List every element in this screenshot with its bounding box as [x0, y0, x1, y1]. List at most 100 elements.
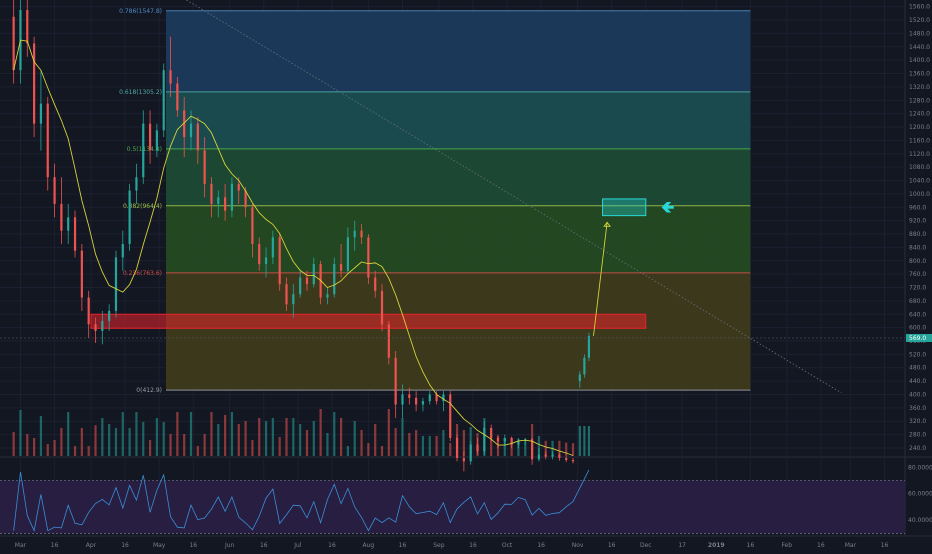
candle-body: [421, 401, 425, 405]
candle-body: [162, 70, 165, 131]
volume-bar: [19, 410, 22, 456]
last-price-label: 569.0: [909, 335, 926, 342]
price-tick-label: 400.0: [909, 391, 926, 398]
volume-bar: [587, 426, 591, 456]
volume-bar: [53, 440, 56, 456]
price-tick-label: 720.0: [909, 285, 926, 292]
candle-body: [387, 324, 390, 358]
candle-body: [401, 394, 404, 405]
candle-body: [271, 237, 274, 258]
candle-body: [578, 374, 581, 382]
candle-body: [189, 123, 193, 138]
volume-bar: [292, 418, 295, 456]
candle-body: [285, 284, 288, 305]
fib-band: [165, 10, 751, 92]
volume-bar: [490, 433, 493, 456]
candle-body: [108, 310, 111, 321]
time-tick-label: Apr: [86, 542, 97, 549]
volume-bar: [380, 446, 384, 456]
volume-bar: [312, 421, 315, 456]
candle-body: [46, 103, 49, 178]
price-tick-label: 1040.0: [909, 178, 930, 185]
candle-body: [476, 444, 479, 452]
candle-body: [39, 103, 43, 124]
time-tick-label: 16: [189, 542, 197, 549]
candle-body: [148, 123, 152, 151]
price-tick-label: 1440.0: [909, 44, 930, 51]
candle-body: [558, 454, 561, 459]
candle-body: [571, 460, 575, 462]
volume-bar: [183, 434, 186, 456]
candle-body: [33, 43, 36, 124]
volume-bar: [537, 436, 541, 456]
time-tick-label: 16: [260, 542, 268, 549]
price-tick-label: 1280.0: [909, 97, 930, 104]
candle-body: [155, 130, 158, 151]
volume-bar: [583, 426, 586, 456]
time-tick-label: Oct: [502, 542, 513, 549]
volume-bar: [428, 436, 431, 456]
candle-body: [442, 394, 445, 402]
fib-level-label: 0.236(763.6): [123, 270, 162, 277]
price-tick-label: 1560.0: [909, 4, 930, 11]
fib-band: [165, 272, 751, 391]
volume-bar: [264, 421, 268, 456]
volume-bar: [46, 444, 49, 456]
volume-bar: [299, 424, 302, 456]
candle-body: [537, 454, 541, 460]
fib-level-label: 0(412.9): [136, 387, 162, 394]
candle-body: [312, 264, 315, 285]
candle-body: [292, 294, 295, 305]
volume-bar: [176, 412, 179, 456]
time-tick-label: Feb: [781, 542, 792, 549]
price-tick-label: 1000.0: [909, 191, 930, 198]
time-tick-label: 16: [817, 542, 825, 549]
price-tick-label: 240.0: [909, 445, 926, 452]
candle-body: [224, 197, 227, 211]
candle-body: [435, 394, 438, 402]
candle-body: [210, 183, 213, 204]
time-tick-label: Mar: [15, 542, 27, 549]
trendline: [186, 0, 842, 394]
candle-body: [258, 244, 261, 265]
volume-bar: [101, 418, 104, 456]
time-tick-label: Aug: [363, 542, 375, 549]
candle-body: [380, 290, 384, 325]
volume-bar: [128, 428, 131, 456]
volume-bar: [271, 418, 274, 456]
volume-bar: [135, 412, 138, 456]
rsi-line: [13, 469, 590, 533]
volume-bar: [162, 422, 165, 456]
candle-body: [360, 230, 363, 238]
candle-body: [339, 264, 343, 271]
fib-level-label: 0.5(1134.8): [127, 146, 162, 153]
projection-arrow: [593, 222, 608, 337]
candle-body: [587, 335, 591, 358]
candle-body: [142, 123, 145, 178]
time-tick-label: 17: [678, 542, 686, 549]
price-tick-label: 440.0: [909, 378, 926, 385]
volume-bar: [60, 428, 63, 456]
candle-body: [428, 394, 431, 402]
price-tick-label: 320.0: [909, 418, 926, 425]
last-price-badge: [906, 333, 932, 342]
volume-bar: [401, 418, 404, 456]
volume-bar: [367, 443, 370, 456]
candle-body: [12, 16, 15, 71]
price-tick-label: 1240.0: [909, 111, 930, 118]
time-tick-label: 16: [608, 542, 616, 549]
volume-bar: [278, 437, 281, 456]
moving-average-line: [13, 39, 574, 456]
candle-body: [510, 437, 513, 445]
candle-body: [80, 250, 83, 298]
candle-body: [483, 427, 486, 452]
price-tick-label: 1520.0: [909, 17, 930, 24]
candle-body: [230, 183, 234, 211]
volume-bar: [558, 440, 561, 456]
price-tick-label: 840.0: [909, 244, 926, 251]
volume-bar: [203, 434, 206, 456]
price-tick-label: 880.0: [909, 231, 926, 238]
volume-bar: [230, 412, 234, 456]
